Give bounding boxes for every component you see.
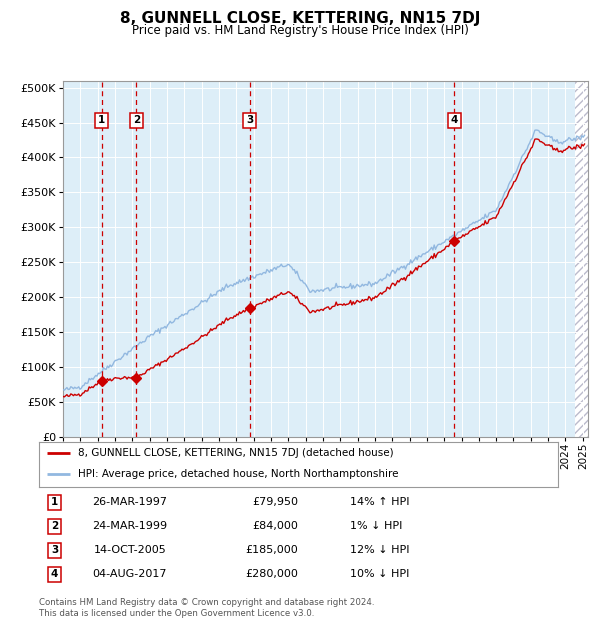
Text: 14% ↑ HPI: 14% ↑ HPI — [350, 497, 410, 507]
Text: £280,000: £280,000 — [245, 569, 299, 579]
Text: 3: 3 — [247, 115, 254, 125]
Text: 1% ↓ HPI: 1% ↓ HPI — [350, 521, 403, 531]
Text: £79,950: £79,950 — [253, 497, 299, 507]
Text: 4: 4 — [451, 115, 458, 125]
Text: 26-MAR-1997: 26-MAR-1997 — [92, 497, 167, 507]
Text: 14-OCT-2005: 14-OCT-2005 — [94, 545, 166, 556]
Text: Price paid vs. HM Land Registry's House Price Index (HPI): Price paid vs. HM Land Registry's House … — [131, 24, 469, 37]
Text: 2: 2 — [133, 115, 140, 125]
Text: 1: 1 — [51, 497, 58, 507]
Text: This data is licensed under the Open Government Licence v3.0.: This data is licensed under the Open Gov… — [39, 609, 314, 618]
Text: 12% ↓ HPI: 12% ↓ HPI — [350, 545, 410, 556]
Text: HPI: Average price, detached house, North Northamptonshire: HPI: Average price, detached house, Nort… — [78, 469, 398, 479]
Text: 04-AUG-2017: 04-AUG-2017 — [92, 569, 167, 579]
Text: 4: 4 — [51, 569, 58, 579]
Text: 10% ↓ HPI: 10% ↓ HPI — [350, 569, 410, 579]
Text: 1: 1 — [98, 115, 105, 125]
Text: 24-MAR-1999: 24-MAR-1999 — [92, 521, 167, 531]
Text: 8, GUNNELL CLOSE, KETTERING, NN15 7DJ (detached house): 8, GUNNELL CLOSE, KETTERING, NN15 7DJ (d… — [78, 448, 394, 458]
Text: Contains HM Land Registry data © Crown copyright and database right 2024.: Contains HM Land Registry data © Crown c… — [39, 598, 374, 608]
Text: 3: 3 — [51, 545, 58, 556]
Text: £84,000: £84,000 — [253, 521, 299, 531]
Text: 8, GUNNELL CLOSE, KETTERING, NN15 7DJ: 8, GUNNELL CLOSE, KETTERING, NN15 7DJ — [120, 11, 480, 26]
Text: £185,000: £185,000 — [246, 545, 299, 556]
Text: 2: 2 — [51, 521, 58, 531]
